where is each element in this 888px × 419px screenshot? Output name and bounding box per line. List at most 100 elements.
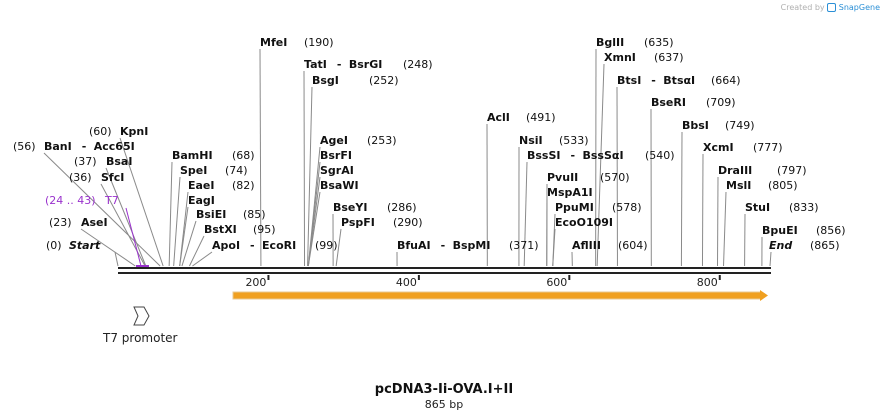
enzyme-label[interactable]: BglII [596,36,624,49]
enzyme-leader-line [307,191,321,267]
start-position: (0) [46,239,62,252]
enzyme-label[interactable]: Acc65I [94,140,135,153]
enzyme-label[interactable]: PspFI [341,216,375,229]
enzyme-position: (540) [645,149,675,162]
enzyme-label[interactable]: PvuII [547,171,578,184]
t7-feature-mark [136,265,149,267]
enzyme-position: (36) [69,171,92,184]
enzyme-position: (856) [816,224,846,237]
enzyme-separator: - [651,74,656,87]
enzyme-label[interactable]: BsrGI [349,58,382,71]
enzyme-leader-line [189,235,205,267]
enzyme-label[interactable]: BtsI [617,74,641,87]
end-label: End [769,239,792,252]
enzyme-position: (777) [753,141,783,154]
t7-promoter-arrow-icon [133,306,150,326]
enzyme-position: (37) [74,155,97,168]
enzyme-position: (290) [393,216,423,229]
enzyme-label[interactable]: NsiI [519,134,543,147]
enzyme-position: (56) [13,140,36,153]
enzyme-label[interactable]: PpuMI [555,201,594,214]
enzyme-leader-line [168,161,173,267]
t7-leader-line [125,207,142,267]
enzyme-label[interactable]: AclI [487,111,510,124]
ruler-tick-label: 600 [546,276,567,289]
enzyme-leader-line [179,206,189,267]
enzyme-position: (570) [600,171,630,184]
enzyme-label[interactable]: ApoI [212,239,240,252]
enzyme-label[interactable]: BseRI [651,96,686,109]
end-position: (865) [810,239,840,252]
ruler-tick-label: 800 [697,276,718,289]
enzyme-label[interactable]: BssSαI [583,149,624,162]
ruler-tick-label: 400 [396,276,417,289]
enzyme-position: (85) [243,208,266,221]
enzyme-label[interactable]: TatI [304,58,327,71]
t7-position: (24 .. 43) [45,194,96,207]
enzyme-leader-line [680,131,683,267]
enzyme-label[interactable]: BtsαI [663,74,695,87]
enzyme-label[interactable]: BfuAI [397,239,431,252]
enzyme-label[interactable]: BpuEI [762,224,798,237]
enzyme-separator: - [571,149,576,162]
enzyme-leader-line [307,86,313,267]
enzyme-position: (190) [304,36,334,49]
enzyme-label[interactable]: AgeI [320,134,348,147]
enzyme-label[interactable]: BbsI [682,119,709,132]
enzyme-position: (637) [654,51,684,64]
enzyme-label[interactable]: BanI [44,140,72,153]
enzyme-label[interactable]: DraIII [718,164,752,177]
enzyme-position: (23) [49,216,72,229]
enzyme-label[interactable]: StuI [745,201,770,214]
enzyme-label[interactable]: BamHI [172,149,213,162]
enzyme-label[interactable]: BsiEI [196,208,226,221]
enzyme-leader-line [552,228,556,267]
enzyme-position: (252) [369,74,399,87]
enzyme-leader-line [259,48,262,267]
enzyme-position: (95) [253,223,276,236]
enzyme-label[interactable]: MspA1I [547,186,593,199]
enzyme-label[interactable]: KpnI [120,125,148,138]
enzyme-leader-line [723,191,727,267]
enzyme-leader-lines [43,48,763,267]
enzyme-leader-line [105,167,147,267]
enzyme-leader-line [523,161,528,267]
enzyme-label[interactable]: EcoRI [262,239,296,252]
enzyme-label[interactable]: MslI [726,179,751,192]
enzyme-label[interactable]: SfcI [101,171,124,184]
enzyme-label[interactable]: EcoO109I [555,216,613,229]
enzyme-label[interactable]: BsaWI [320,179,359,192]
enzyme-separator: - [441,239,446,252]
enzyme-label[interactable]: AflIII [572,239,601,252]
enzyme-label[interactable]: BsaI [106,155,132,168]
map-title: pcDNA3-Ii-OVA.I+II [375,382,513,397]
enzyme-label[interactable]: EaeI [188,179,215,192]
enzyme-leader-line [80,228,136,267]
enzyme-labels: AseI (23) SfcI (36) BsaI (37)BanI - Acc65I (56) K… [13,36,846,252]
enzyme-leader-line [173,176,181,267]
brand-text: SnapGene [838,3,880,12]
enzyme-position: (253) [367,134,397,147]
enzyme-position: (578) [612,201,642,214]
enzyme-label[interactable]: BstXI [204,223,237,236]
enzyme-position: (797) [777,164,807,177]
enzyme-label[interactable]: BsrFI [320,149,352,162]
start-label: Start [69,239,101,252]
enzyme-leader-line [303,70,306,267]
enzyme-label[interactable]: BspMI [453,239,491,252]
enzyme-label[interactable]: EagI [188,194,215,207]
enzyme-label[interactable]: SgrAI [320,164,354,177]
enzyme-label[interactable]: BseYI [333,201,367,214]
enzyme-leader-line [181,220,197,267]
credit-text: Created by [780,3,825,12]
enzyme-separator: - [250,239,255,252]
enzyme-label[interactable]: XmnI [604,51,636,64]
enzyme-label[interactable]: SpeI [180,164,207,177]
enzyme-label[interactable]: BssSI [527,149,561,162]
snapgene-credit: Created by SnapGene [781,3,880,12]
enzyme-label[interactable]: BsgI [312,74,339,87]
enzyme-label[interactable]: AseI [81,216,108,229]
enzyme-label[interactable]: XcmI [703,141,734,154]
enzyme-leader-line [43,152,161,267]
enzyme-label[interactable]: MfeI [260,36,287,49]
